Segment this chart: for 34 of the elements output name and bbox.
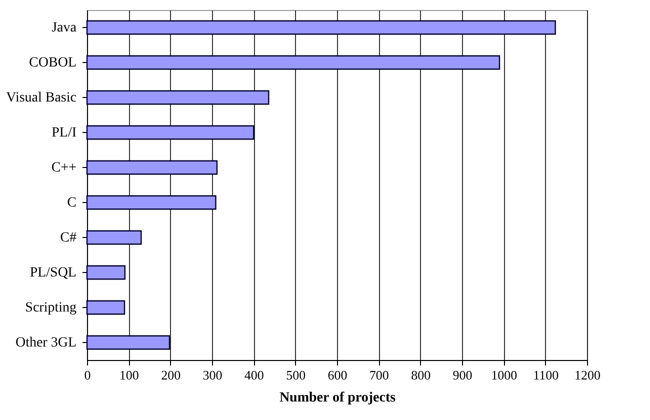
y-tick-label: Other 3GL xyxy=(15,336,76,350)
y-tick-label: Java xyxy=(52,20,78,36)
bar xyxy=(86,55,500,70)
x-tick-label: 800 xyxy=(411,368,431,382)
bar xyxy=(86,125,254,140)
x-tick-label: 0 xyxy=(84,368,91,382)
y-tick-label: C++ xyxy=(51,160,77,176)
y-tick-label: C# xyxy=(60,230,76,246)
bar xyxy=(86,195,216,210)
x-tick-label: 300 xyxy=(202,368,222,382)
x-tick-label: 600 xyxy=(328,368,348,382)
x-tick-label: 500 xyxy=(286,368,306,382)
x-tick-label: 1100 xyxy=(533,368,559,382)
bar xyxy=(86,300,126,315)
bar xyxy=(86,265,126,280)
bar xyxy=(86,160,218,175)
x-tick-label: 200 xyxy=(161,368,181,382)
y-tick-label: PL/I xyxy=(52,126,77,140)
y-tick-label: COBOL xyxy=(29,56,76,70)
x-tick-label: 400 xyxy=(244,368,264,382)
bar xyxy=(86,335,170,350)
bar xyxy=(86,20,556,35)
bar xyxy=(86,90,270,105)
x-axis-title: Number of projects xyxy=(279,390,396,406)
x-tick-label: 1200 xyxy=(574,368,600,382)
x-tick-label: 900 xyxy=(452,368,472,382)
x-tick-label: 100 xyxy=(119,368,139,382)
y-tick-label: Scripting xyxy=(25,300,76,316)
y-tick-label: Visual Basic xyxy=(6,90,76,106)
y-tick-label: PL/SQL xyxy=(30,266,76,280)
y-tick-label: C xyxy=(67,196,76,210)
x-tick-label: 1000 xyxy=(491,368,518,382)
x-tick-label: 700 xyxy=(369,368,389,382)
bar xyxy=(86,230,142,245)
